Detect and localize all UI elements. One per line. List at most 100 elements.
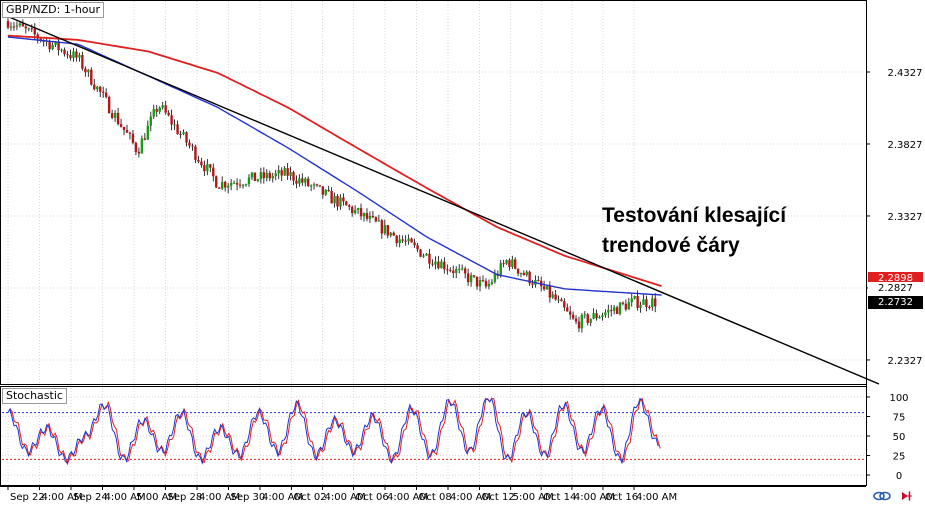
time-tick-label: 4:00 AM [387,492,428,503]
candle-body [345,201,348,206]
chart-toolbar [872,488,924,502]
candle-body [460,268,464,270]
candle-body [274,173,277,177]
candle-body [519,273,523,275]
candle-body [200,161,203,166]
time-tick-label: Oct 02 [293,492,326,503]
candle-body [601,315,604,317]
candle-body [179,133,182,135]
candle-body [469,275,473,283]
candle-body [223,181,227,188]
time-tick-label: 4:00 AM [574,492,615,503]
candle-body [577,321,581,329]
stochastic-d-line [9,397,661,466]
candle-body [440,261,443,269]
candle-body [607,309,610,313]
candle-body [125,130,129,133]
candle-body [645,299,648,307]
candle-body [493,273,497,282]
candle-body [449,269,452,271]
candle-body [78,55,81,58]
time-tick-label: Sep 24 [73,492,108,503]
time-tick-label: 5:00 AM [136,492,177,503]
candle-body [359,208,363,217]
candle-body [215,176,218,188]
candle-body [563,301,566,308]
candle-body [137,151,141,154]
time-tick-label: Sep 30 [231,492,266,503]
candle-body [377,220,381,222]
candle-body [164,105,167,113]
candle-body [72,51,75,59]
candle-body [280,170,283,176]
candle-body [428,253,431,264]
candle-body [380,220,384,234]
candle-body [330,190,333,204]
candle-body [235,182,239,185]
candle-body [642,299,645,305]
time-tick-label: 4:00 AM [105,492,146,503]
candle-body [574,318,578,322]
candle-body [407,238,410,242]
candle-body [437,261,440,269]
time-tick-label: Sep 22 [10,492,45,503]
candle-body [484,280,488,287]
candle-body [155,109,158,112]
price-tag-slow-ma: 2.2898 [868,271,923,285]
candle-body [475,276,479,287]
candle-body [104,92,108,97]
candle-body [30,28,33,30]
price-tick-label: 2.3327 [888,212,923,223]
candle-body [298,178,301,184]
candle-body [353,209,357,214]
candle-body [158,107,161,112]
candle-body [356,208,360,210]
candle-body [425,253,428,256]
candle-body [342,197,345,202]
stoch-tick-label: 25 [893,452,906,463]
candle-body [374,217,378,222]
candle-body [627,302,631,310]
slow-moving-average [7,34,662,287]
candle-body [15,25,19,27]
time-tick-label: 4:00 AM [42,492,83,503]
link-icon[interactable] [873,491,891,501]
candle-body [589,318,592,323]
candle-body [209,164,212,168]
candle-body [54,41,57,45]
candle-body [206,164,209,172]
time-tick-label: Sep 28 [168,492,203,503]
candle-body [633,296,636,299]
candle-body [75,51,78,58]
candle-body [466,273,470,283]
candle-body [69,55,72,59]
candle-body [152,109,155,117]
candle-body [110,113,114,118]
candle-body [392,232,395,236]
candle-body [398,239,401,244]
descending-trendline[interactable] [1,13,880,385]
candle-body [312,184,316,186]
candle-body [253,172,257,181]
stochastic-k-line [7,397,659,465]
candle-body [336,195,339,207]
candle-body [531,283,534,285]
candle-body [18,23,22,26]
candle-body [265,172,269,179]
candle-body [188,142,191,146]
candle-body [416,245,419,250]
time-tick-label: Oct 16 [605,492,638,503]
scroll-right-icon[interactable] [902,491,912,501]
candle-body [226,185,230,188]
time-tick-label: 4:00 AM [636,492,677,503]
candle-body [525,271,528,276]
candle-body [170,115,173,125]
candle-body [365,213,369,219]
candle-body [63,49,66,55]
candle-body [371,215,375,218]
stoch-tick-label: 75 [893,413,906,424]
candle-body [545,286,549,290]
candle-body [93,84,96,90]
candle-body [395,235,398,244]
